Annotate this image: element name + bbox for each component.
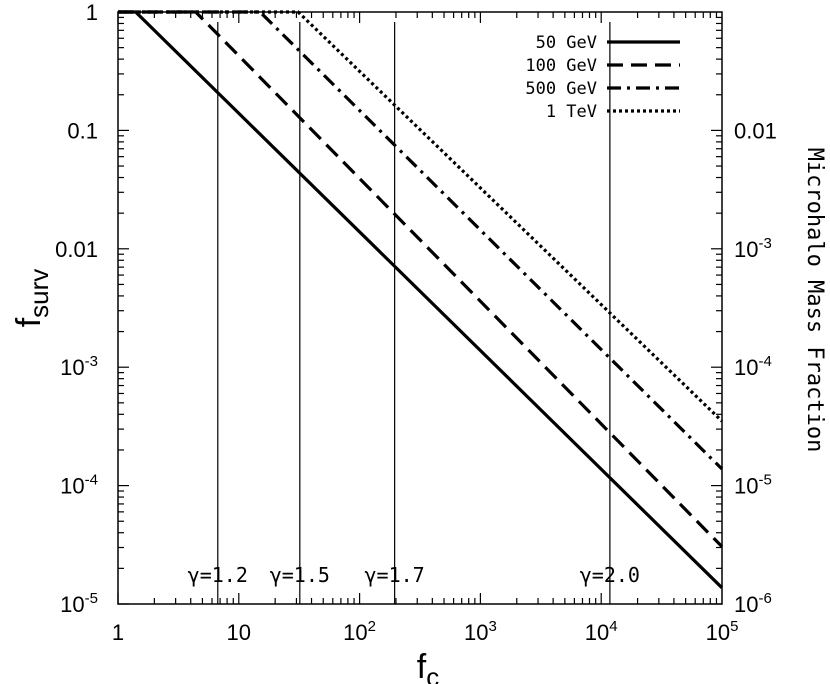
y-tick-label: 10-5 bbox=[60, 590, 98, 617]
gamma-label: γ=1.5 bbox=[270, 563, 330, 587]
y2-tick-label: 10-5 bbox=[734, 472, 772, 499]
y2-tick-label: 10-4 bbox=[734, 353, 772, 380]
legend-label: 100 GeV bbox=[525, 56, 597, 76]
y2-tick-label: 10-6 bbox=[734, 590, 772, 617]
y-tick-label: 0.1 bbox=[67, 118, 98, 143]
y-tick-label: 10-4 bbox=[60, 472, 98, 499]
gamma-label: γ=1.2 bbox=[188, 563, 248, 587]
plot-frame bbox=[117, 11, 723, 605]
x-tick-label: 1 bbox=[112, 620, 124, 645]
legend-label: 50 GeV bbox=[536, 33, 597, 53]
x-tick-label: 102 bbox=[343, 618, 376, 645]
y-tick-label: 0.01 bbox=[55, 237, 98, 262]
y-tick-label: 10-3 bbox=[60, 353, 98, 380]
y2-tick-label: 10-3 bbox=[734, 235, 772, 262]
legend-label: 1 TeV bbox=[546, 102, 597, 122]
x-tick-label: 104 bbox=[585, 618, 618, 645]
legend-label: 500 GeV bbox=[525, 79, 597, 99]
y-tick-label: 1 bbox=[86, 0, 98, 25]
series-line bbox=[118, 10, 724, 548]
series-line bbox=[118, 10, 724, 589]
x-axis-title: fc bbox=[417, 648, 439, 684]
y2-axis-title: Microhalo Mass Fraction bbox=[802, 148, 827, 453]
gamma-label: γ=1.7 bbox=[365, 563, 425, 587]
x-tick-label: 105 bbox=[706, 618, 739, 645]
y2-tick-label: 0.01 bbox=[734, 118, 777, 143]
y-axis-title: fsurv bbox=[10, 269, 54, 328]
gamma-label: γ=2.0 bbox=[580, 563, 640, 587]
x-tick-label: 103 bbox=[464, 618, 497, 645]
series-line bbox=[118, 10, 724, 423]
x-tick-label: 10 bbox=[227, 620, 251, 645]
